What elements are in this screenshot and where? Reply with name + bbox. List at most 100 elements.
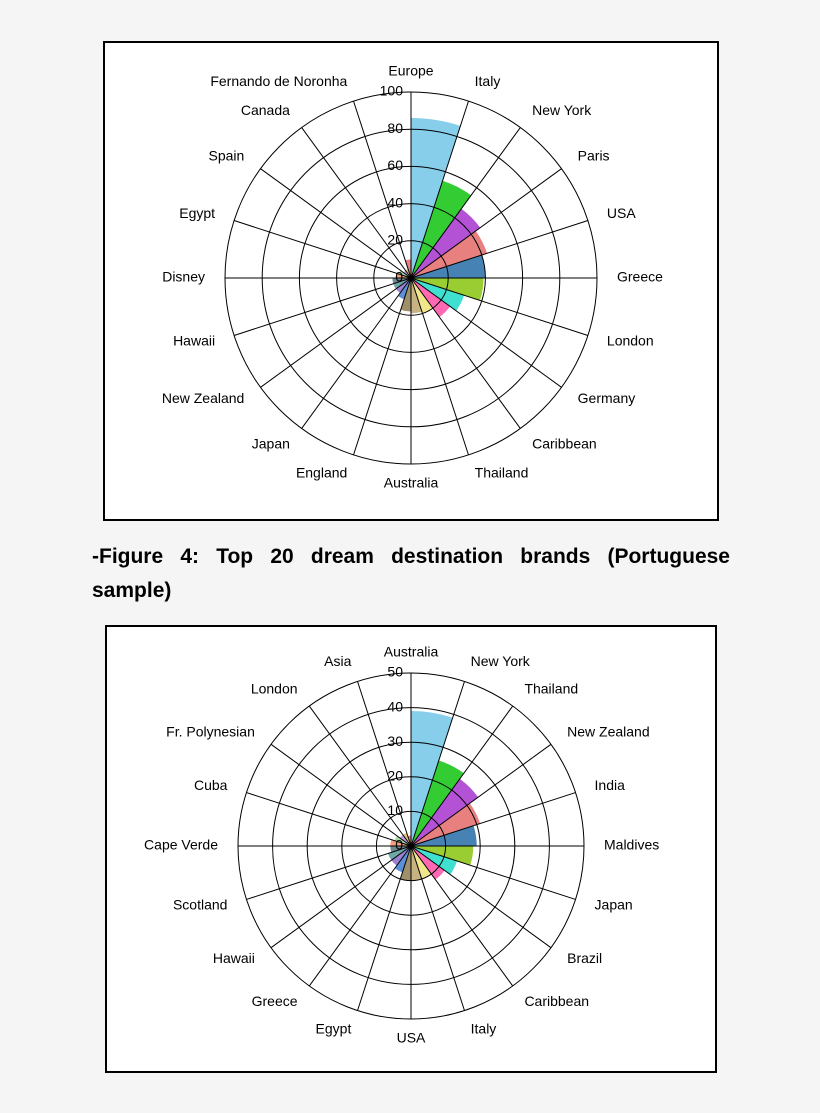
r-tick-label: 50: [387, 664, 403, 680]
spoke: [308, 705, 412, 847]
spoke: [410, 681, 465, 847]
category-label: Italy: [475, 73, 501, 89]
r-tick-label: 0: [395, 269, 403, 285]
category-label: Brazil: [567, 950, 602, 966]
spoke: [301, 127, 412, 279]
spoke: [353, 277, 412, 456]
wedge: [391, 846, 411, 866]
category-label: Asia: [324, 653, 351, 669]
spoke: [410, 168, 562, 279]
category-label: Scotland: [173, 896, 227, 912]
category-label: Spain: [209, 148, 245, 164]
category-label: Europe: [388, 63, 433, 79]
category-label: London: [607, 332, 654, 348]
r-tick-label: 40: [387, 698, 403, 714]
spoke: [410, 127, 521, 279]
wedge: [411, 846, 445, 880]
wedge: [411, 208, 481, 278]
r-tick-label: 20: [387, 768, 403, 784]
category-label: Thailand: [524, 681, 578, 697]
r-tick-label: 60: [387, 157, 403, 173]
category-label: USA: [397, 1030, 426, 1046]
wedge: [387, 846, 411, 861]
wedge: [411, 846, 432, 879]
wedge: [411, 230, 488, 278]
category-label: USA: [607, 205, 636, 221]
wedge: [411, 180, 472, 278]
category-label: New Zealand: [162, 390, 245, 406]
wedge: [399, 834, 411, 846]
spoke: [233, 220, 412, 279]
spoke: [410, 743, 552, 847]
spoke: [410, 220, 589, 279]
spoke: [410, 845, 514, 987]
wedge: [394, 846, 411, 873]
spoke: [410, 845, 465, 1011]
wedge: [411, 278, 465, 311]
spoke: [308, 845, 412, 987]
wedge: [411, 846, 458, 875]
category-label: Disney: [162, 269, 205, 285]
category-label: Cape Verde: [144, 837, 218, 853]
category-label: Egypt: [179, 205, 215, 221]
wedge: [411, 803, 481, 846]
category-label: Italy: [471, 1020, 497, 1036]
category-label: Canada: [241, 102, 290, 118]
category-label: Germany: [578, 390, 636, 406]
category-label: Greece: [617, 269, 663, 285]
r-tick-label: 40: [387, 194, 403, 210]
wedge: [411, 778, 479, 846]
spoke: [260, 168, 412, 279]
category-label: Australia: [384, 644, 439, 660]
category-label: Thailand: [475, 465, 529, 481]
wedge: [411, 278, 451, 318]
category-label: New York: [471, 653, 531, 669]
spoke: [410, 792, 576, 847]
caption: -Figure 4: Top 20 dream destination bran…: [92, 545, 730, 602]
spoke: [246, 845, 412, 900]
spoke: [410, 277, 521, 429]
spoke: [410, 277, 589, 336]
category-label: Maldives: [604, 837, 659, 853]
spoke: [410, 705, 514, 847]
spoke: [357, 845, 412, 1011]
spoke: [233, 277, 412, 336]
category-label: London: [251, 681, 298, 697]
wedge: [411, 760, 464, 846]
r-tick-label: 80: [387, 120, 403, 136]
r-tick-label: 20: [387, 232, 403, 248]
category-label: Paris: [578, 148, 610, 164]
category-label: Cuba: [194, 777, 228, 793]
wedge: [411, 118, 461, 278]
spoke: [301, 277, 412, 429]
category-label: Hawaii: [213, 950, 255, 966]
category-label: Australia: [384, 475, 439, 491]
spoke: [410, 845, 552, 949]
spoke: [410, 277, 562, 388]
category-label: England: [296, 465, 347, 481]
category-label: Caribbean: [532, 435, 597, 451]
wedge: [411, 278, 433, 314]
spoke: [410, 845, 576, 900]
r-tick-label: 0: [395, 837, 403, 853]
category-label: Japan: [595, 896, 633, 912]
category-label: Fernando de Noronha: [210, 73, 347, 89]
wedge: [395, 278, 411, 294]
spoke: [260, 277, 412, 388]
spoke: [270, 845, 412, 949]
category-label: India: [595, 777, 626, 793]
category-label: Egypt: [316, 1020, 352, 1036]
category-label: New Zealand: [567, 723, 650, 739]
spoke: [246, 792, 412, 847]
category-label: Hawaii: [173, 332, 215, 348]
spoke: [353, 100, 412, 279]
category-label: New York: [532, 102, 592, 118]
spoke: [410, 277, 469, 456]
category-label: Greece: [252, 993, 298, 1009]
r-tick-label: 100: [380, 83, 404, 99]
spoke: [357, 681, 412, 847]
wedge: [411, 711, 453, 846]
category-label: Japan: [252, 435, 290, 451]
